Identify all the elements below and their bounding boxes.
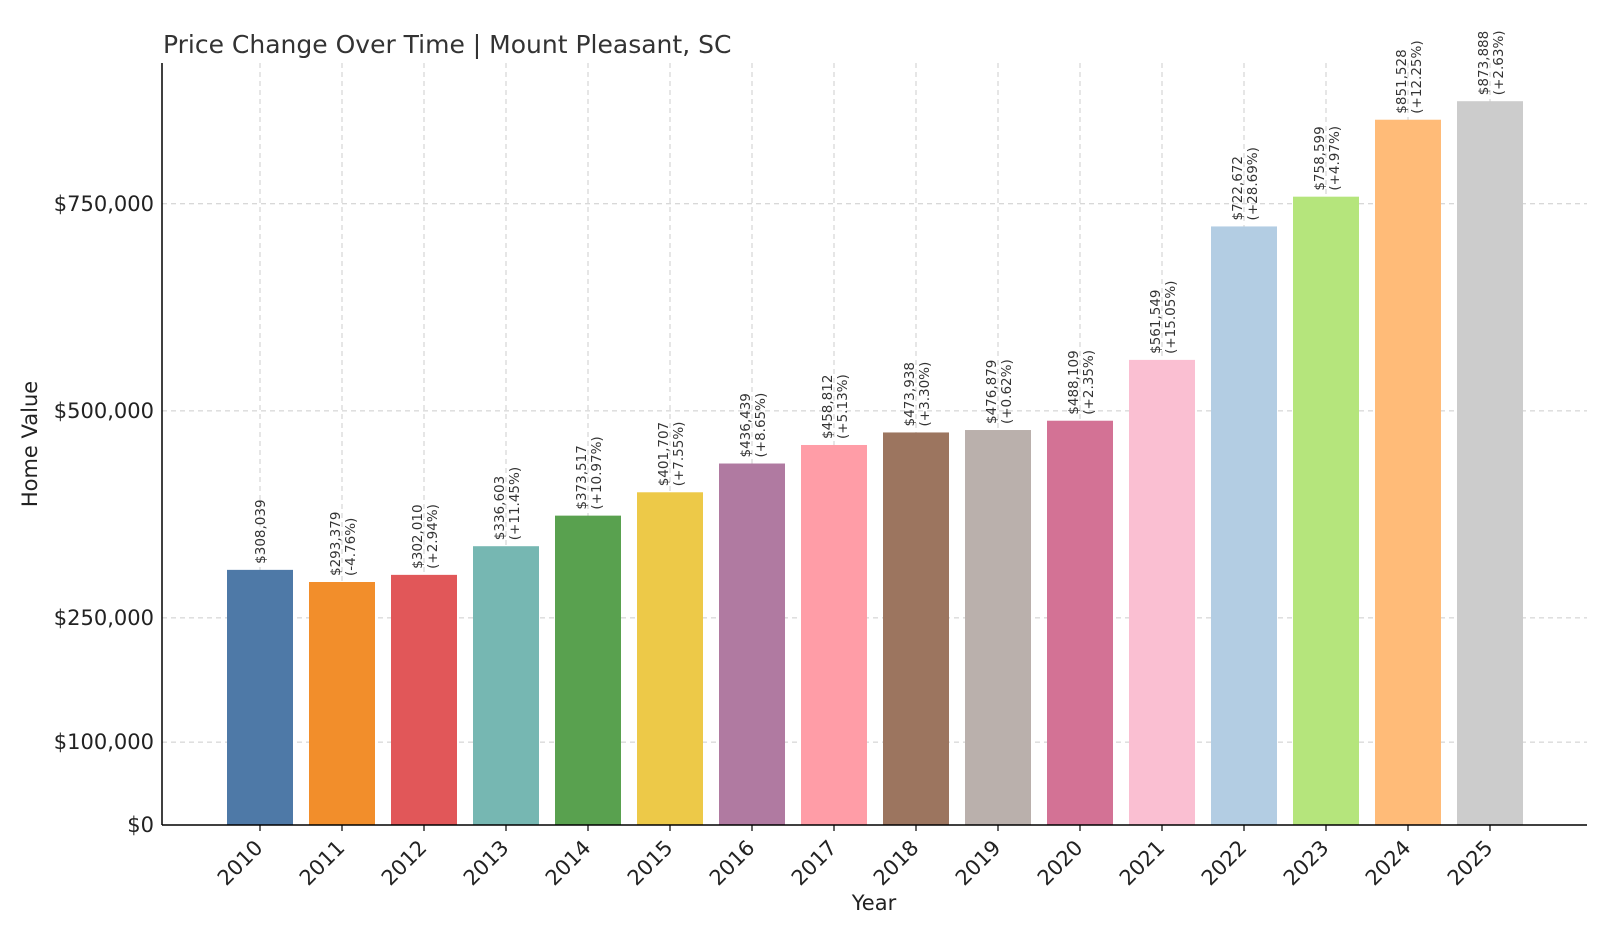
x-tick-label: 2020 [1033, 836, 1088, 891]
value-label-2013: $336,603 [492, 476, 508, 540]
bar-2021 [1129, 359, 1195, 825]
bar-2016 [719, 463, 785, 825]
x-tick-label: 2021 [1115, 836, 1170, 891]
change-label-2018: (+3.30%) [917, 362, 933, 427]
x-tick-label: 2024 [1361, 836, 1416, 891]
bar-2013 [473, 546, 539, 825]
change-label-2022: (+28.69%) [1245, 147, 1261, 220]
change-label-2020: (+2.35%) [1081, 350, 1097, 415]
x-tick-label: 2025 [1443, 836, 1498, 891]
change-label-2016: (+8.65%) [753, 393, 769, 458]
data-labels: $308,039 $293,379 (-4.76%) $302,010 (+2.94%)… [253, 30, 1507, 576]
y-tick-label: $0 [127, 813, 154, 837]
value-label-2014: $373,517 [574, 445, 590, 509]
value-label-2020: $488,109 [1066, 350, 1082, 414]
x-tick-label: 2018 [869, 836, 924, 891]
x-tick-label: 2016 [705, 836, 760, 891]
change-label-2023: (+4.97%) [1327, 126, 1343, 191]
bar-2012 [391, 574, 457, 825]
change-label-2011: (-4.76%) [343, 518, 359, 576]
change-label-2024: (+12.25%) [1409, 40, 1425, 113]
change-label-2013: (+11.45%) [507, 467, 523, 540]
value-label-2023: $758,599 [1312, 126, 1328, 190]
value-label-2010: $308,039 [253, 499, 269, 563]
y-tick-label: $250,000 [54, 606, 154, 630]
chart-title: Price Change Over Time | Mount Pleasant,… [163, 30, 731, 59]
axes [161, 63, 1587, 826]
value-label-2022: $722,672 [1230, 156, 1246, 220]
x-tick-label: 2012 [377, 836, 432, 891]
change-label-2025: (+2.63%) [1491, 30, 1507, 95]
change-label-2017: (+5.13%) [835, 374, 851, 439]
bar-2018 [883, 432, 949, 825]
y-tick-label: $750,000 [54, 192, 154, 216]
x-tick-label: 2013 [459, 836, 514, 891]
bar-2022 [1211, 226, 1277, 825]
change-label-2014: (+10.97%) [589, 436, 605, 509]
x-tick-label: 2011 [295, 836, 350, 891]
change-label-2021: (+15.05%) [1163, 281, 1179, 354]
x-tick-label: 2017 [787, 836, 842, 891]
value-label-2017: $458,812 [820, 375, 836, 439]
x-tick-label: 2010 [213, 836, 268, 891]
bar-2024 [1375, 119, 1441, 826]
value-label-2011: $293,379 [328, 512, 344, 576]
x-tick-label: 2014 [541, 836, 596, 891]
grid-lines [162, 63, 1587, 825]
value-label-2018: $473,938 [902, 362, 918, 426]
y-tick-label: $100,000 [54, 730, 154, 754]
x-axis-label: Year [851, 891, 897, 915]
value-label-2025: $873,888 [1476, 31, 1492, 95]
bar-2025 [1457, 101, 1523, 826]
bar-2011 [309, 582, 375, 825]
x-tick-label: 2019 [951, 836, 1006, 891]
bars [227, 101, 1523, 826]
bar-2019 [965, 430, 1031, 825]
y-axis-label: Home Value [18, 381, 42, 507]
bar-2014 [555, 515, 621, 825]
value-label-2019: $476,879 [984, 360, 1000, 424]
bar-2020 [1047, 420, 1113, 825]
x-tick-label: 2022 [1197, 836, 1252, 891]
x-tick-label: 2023 [1279, 836, 1334, 891]
value-label-2015: $401,707 [656, 422, 672, 486]
change-label-2012: (+2.94%) [425, 504, 441, 569]
value-label-2016: $436,439 [738, 393, 754, 457]
bar-2010 [227, 569, 293, 825]
value-label-2021: $561,549 [1148, 289, 1164, 353]
y-tick-label: $500,000 [54, 399, 154, 423]
x-tick-label: 2015 [623, 836, 678, 891]
value-label-2012: $302,010 [410, 504, 426, 568]
change-label-2019: (+0.62%) [999, 359, 1015, 424]
value-label-2024: $851,528 [1394, 49, 1410, 113]
change-label-2015: (+7.55%) [671, 422, 687, 487]
bar-2023 [1293, 196, 1359, 825]
bar-2015 [637, 492, 703, 825]
bar-2017 [801, 444, 867, 825]
